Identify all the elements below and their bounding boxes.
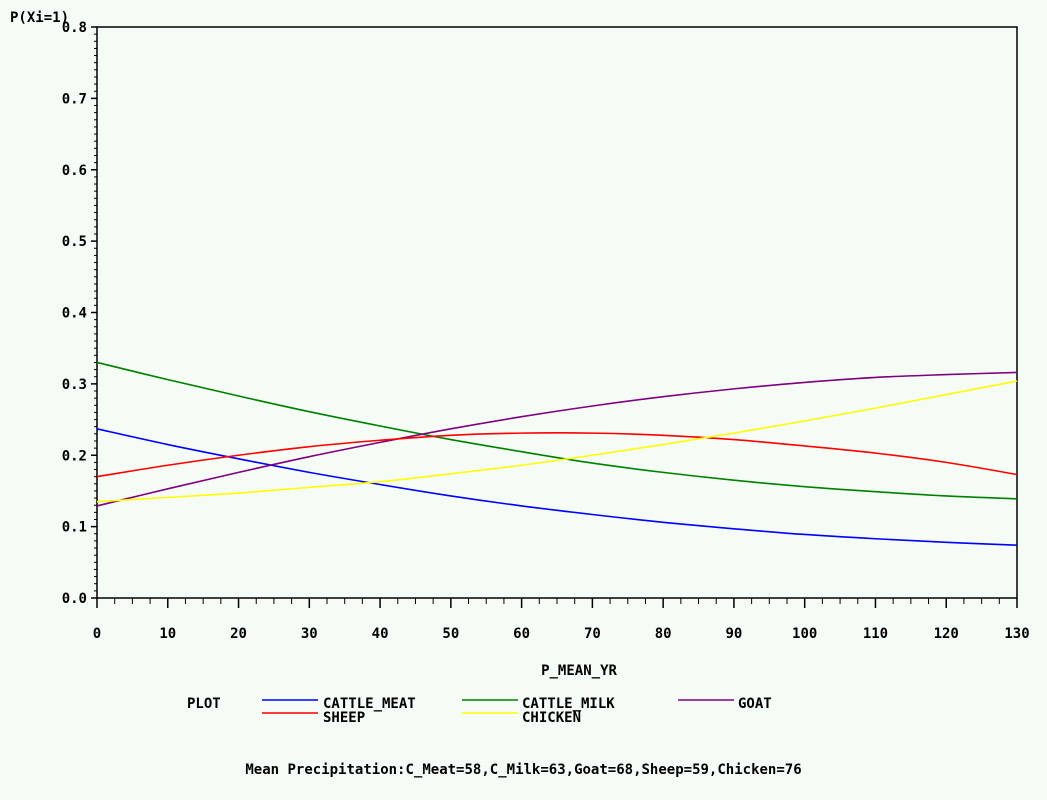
series-lines (96, 361, 1018, 546)
x-tick-label: 50 (442, 626, 459, 642)
y-tick-label: 0.7 (62, 91, 87, 107)
plot-frame (96, 26, 1018, 599)
x-tick-label: 80 (655, 626, 672, 642)
y-tick-label: 0.8 (62, 20, 87, 36)
legend-label-sheep: SHEEP (323, 710, 365, 726)
legend-label-chicken: CHICKEN (522, 710, 581, 726)
series-line-sheep (96, 432, 1018, 478)
legend-title: PLOT (187, 696, 221, 712)
x-tick-label: 130 (1004, 626, 1029, 642)
legend: PLOT CATTLE_MEAT CATTLE_MILK GOAT SHEEP CHICK… (187, 696, 772, 726)
x-tick-label: 30 (301, 626, 318, 642)
y-tick-label: 0.1 (62, 520, 87, 536)
axes: 0.0 0.1 0.2 0.3 0.4 0.5 0.6 0.7 0.8 0 10 20 30 40 50 60… (10, 10, 1030, 679)
x-tick-label: 70 (584, 626, 601, 642)
x-tick-label: 100 (792, 626, 817, 642)
y-tick-label: 0.5 (62, 234, 87, 250)
series-line-chicken (96, 380, 1018, 503)
y-tick-label: 0.6 (62, 163, 87, 179)
x-tick-label: 40 (372, 626, 389, 642)
x-tick-label: 120 (934, 626, 959, 642)
legend-label-goat: GOAT (738, 696, 772, 712)
legend-label-cattle-meat: CATTLE_MEAT (323, 696, 416, 712)
x-tick-label: 90 (725, 626, 742, 642)
x-tick-label: 60 (513, 626, 530, 642)
y-tick-label: 0.2 (62, 448, 87, 464)
y-tick-label: 0.4 (62, 306, 87, 322)
series-line-goat (96, 371, 1018, 507)
x-tick-label: 110 (863, 626, 888, 642)
series-line-cattle-meat (96, 428, 1018, 546)
y-tick-label: 0.0 (62, 591, 87, 607)
y-tick-label: 0.3 (62, 377, 87, 393)
series-line-cattle-milk (96, 361, 1018, 500)
x-tick-label: 0 (93, 626, 101, 642)
x-tick-label: 20 (230, 626, 247, 642)
legend-label-cattle-milk: CATTLE_MILK (522, 696, 615, 712)
footer-note: Mean Precipitation:C_Meat=58,C_Milk=63,G… (245, 762, 802, 778)
x-axis-label: P_MEAN_YR (541, 663, 617, 679)
x-tick-label: 10 (159, 626, 176, 642)
y-axis-label: P(Xi=1) (10, 10, 69, 26)
